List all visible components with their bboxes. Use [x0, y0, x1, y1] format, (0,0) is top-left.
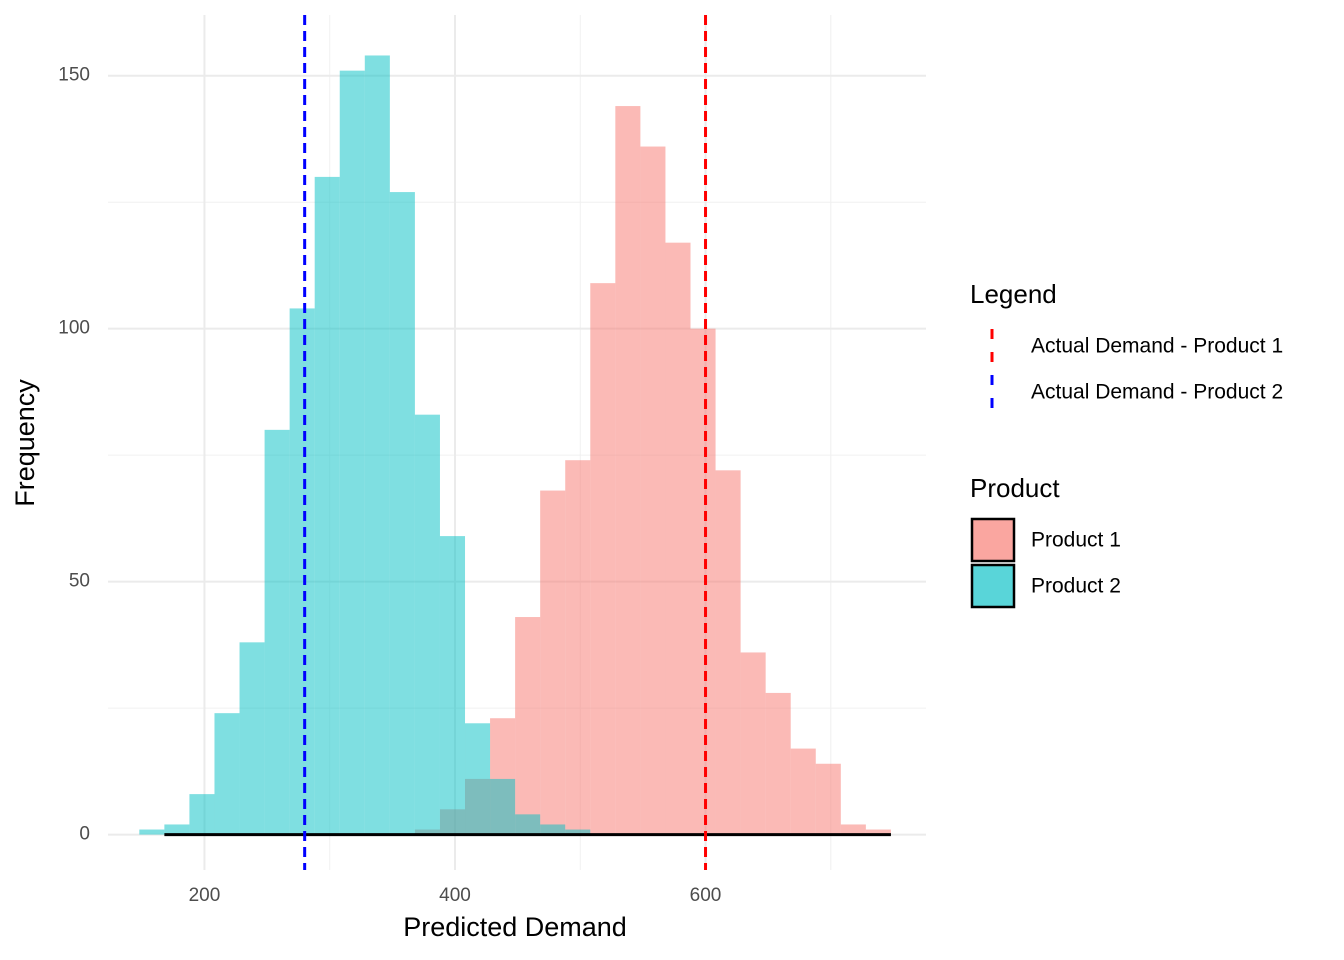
histogram-bar: [590, 283, 616, 835]
histogram-bar: [515, 617, 541, 835]
histogram-bar: [239, 642, 265, 835]
y-tick-label: 50: [69, 571, 90, 592]
histogram-bar: [790, 748, 816, 835]
histogram-bar: [740, 652, 766, 835]
histogram-bar: [690, 328, 716, 835]
histogram-bar: [414, 414, 440, 835]
histogram-bar: [765, 692, 791, 835]
legend-title: Legend: [970, 279, 1057, 309]
histogram-bar: [164, 824, 190, 835]
x-tick-label: 400: [439, 885, 471, 906]
histogram-bar: [389, 192, 415, 835]
legend-key: [970, 517, 1016, 563]
histogram-bar: [640, 146, 666, 835]
y-tick-label: 150: [58, 65, 90, 86]
histogram-bar: [840, 824, 866, 835]
histogram-bar: [565, 829, 591, 835]
legend-label: Product 2: [1031, 575, 1121, 598]
y-tick-label: 100: [58, 318, 90, 339]
x-axis-label: Predicted Demand: [403, 912, 627, 942]
histogram-bar: [565, 460, 591, 835]
histogram-bar: [665, 242, 691, 835]
histogram-bar: [264, 429, 290, 835]
histogram-bar: [540, 824, 566, 835]
histogram-bar: [615, 106, 641, 835]
histogram-bar: [339, 70, 365, 835]
legend-key: [970, 563, 1016, 609]
histogram-bar: [189, 794, 215, 835]
histogram-bar: [214, 713, 240, 835]
legend-label: Actual Demand - Product 2: [1031, 381, 1283, 404]
histogram-bar: [439, 536, 466, 835]
histogram-bar: [715, 470, 741, 835]
histogram-bar: [815, 763, 841, 835]
legend-title: Product: [970, 473, 1060, 503]
histogram-bar: [139, 829, 165, 835]
x-tick-label: 200: [189, 885, 221, 906]
y-axis-label: Frequency: [10, 379, 40, 507]
histogram-bar: [289, 308, 315, 835]
histogram-bar: [865, 829, 891, 835]
histogram-bar: [490, 778, 516, 835]
y-tick-label: 0: [79, 824, 90, 845]
histogram-bar: [364, 55, 390, 835]
histogram-bar: [314, 176, 340, 835]
legend-label: Product 1: [1031, 529, 1121, 552]
histogram-bar: [465, 723, 491, 835]
x-tick-label: 600: [690, 885, 722, 906]
histogram-bar: [540, 490, 566, 835]
histogram-bar: [515, 814, 541, 835]
legend-label: Actual Demand - Product 1: [1031, 335, 1283, 358]
